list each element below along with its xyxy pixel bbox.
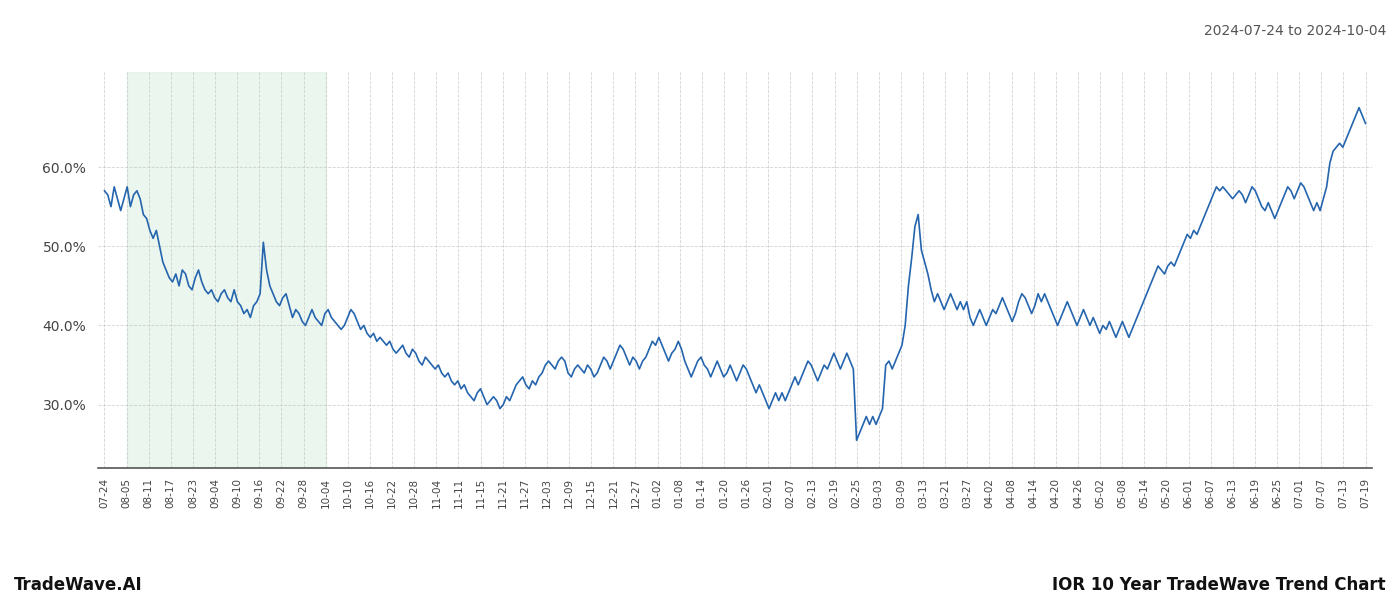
Bar	[126, 72, 326, 468]
Text: 2024-07-24 to 2024-10-04: 2024-07-24 to 2024-10-04	[1204, 24, 1386, 38]
Text: IOR 10 Year TradeWave Trend Chart: IOR 10 Year TradeWave Trend Chart	[1053, 576, 1386, 594]
Text: TradeWave.AI: TradeWave.AI	[14, 576, 143, 594]
